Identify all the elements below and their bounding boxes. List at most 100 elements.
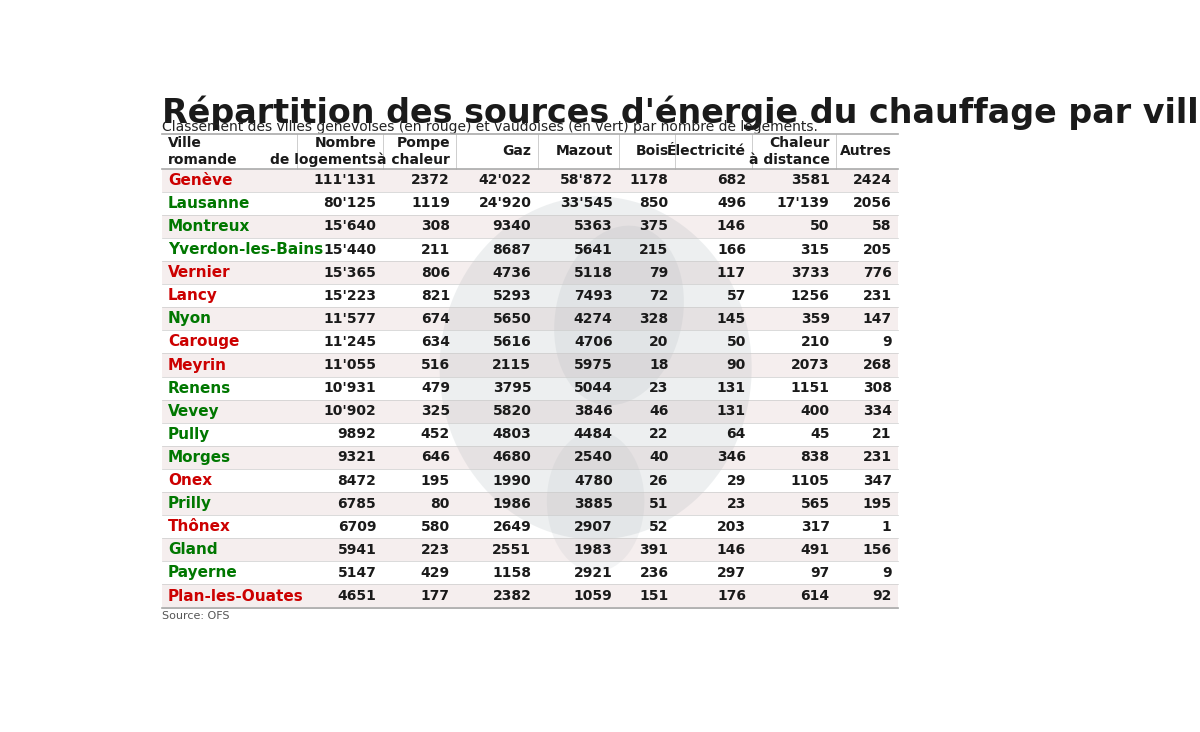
Text: 4651: 4651 xyxy=(337,589,377,603)
Text: 177: 177 xyxy=(421,589,450,603)
Text: 20: 20 xyxy=(649,335,668,349)
Text: 2540: 2540 xyxy=(574,450,613,464)
Text: 23: 23 xyxy=(649,381,668,395)
Text: 57: 57 xyxy=(727,288,746,303)
Text: Plan-les-Ouates: Plan-les-Ouates xyxy=(168,589,304,604)
Text: 2056: 2056 xyxy=(853,196,892,210)
Text: 215: 215 xyxy=(640,242,668,256)
Text: Carouge: Carouge xyxy=(168,335,239,349)
Text: 145: 145 xyxy=(716,312,746,326)
Text: 6709: 6709 xyxy=(338,520,377,534)
Text: Nombre
de logements: Nombre de logements xyxy=(270,135,377,167)
Text: 147: 147 xyxy=(863,312,892,326)
Text: Pompe
à chaleur: Pompe à chaleur xyxy=(377,135,450,167)
Text: Pully: Pully xyxy=(168,427,210,442)
Text: 2551: 2551 xyxy=(492,543,532,557)
Text: 11'245: 11'245 xyxy=(323,335,377,349)
Text: 52: 52 xyxy=(649,520,668,534)
Text: 8472: 8472 xyxy=(337,474,377,488)
Text: Ville
romande: Ville romande xyxy=(168,135,238,167)
Text: 40: 40 xyxy=(649,450,668,464)
Text: 375: 375 xyxy=(640,220,668,234)
Text: 5616: 5616 xyxy=(492,335,532,349)
Text: 231: 231 xyxy=(863,450,892,464)
Text: 5975: 5975 xyxy=(574,358,613,372)
Text: 346: 346 xyxy=(716,450,746,464)
Text: 11'055: 11'055 xyxy=(323,358,377,372)
Text: Meyrin: Meyrin xyxy=(168,357,227,373)
Text: 3795: 3795 xyxy=(493,381,532,395)
Text: Lausanne: Lausanne xyxy=(168,196,250,211)
Text: Morges: Morges xyxy=(168,450,230,465)
Bar xyxy=(162,307,898,330)
Text: 50: 50 xyxy=(810,220,829,234)
Text: 308: 308 xyxy=(421,220,450,234)
Text: Répartition des sources d'énergie du chauffage par ville en 2021: Répartition des sources d'énergie du cha… xyxy=(162,96,1200,130)
Text: 15'365: 15'365 xyxy=(324,266,377,280)
Bar xyxy=(162,492,898,515)
Bar xyxy=(162,376,898,400)
Text: 838: 838 xyxy=(800,450,829,464)
Text: 3733: 3733 xyxy=(791,266,829,280)
Text: 315: 315 xyxy=(800,242,829,256)
Text: 58: 58 xyxy=(872,220,892,234)
Text: 1178: 1178 xyxy=(630,173,668,187)
Bar xyxy=(162,469,898,492)
Text: 80'125: 80'125 xyxy=(323,196,377,210)
Text: 11'577: 11'577 xyxy=(324,312,377,326)
Text: 2921: 2921 xyxy=(574,566,613,580)
Text: 1105: 1105 xyxy=(791,474,829,488)
Text: 45: 45 xyxy=(810,427,829,441)
Text: 58'872: 58'872 xyxy=(559,173,613,187)
Text: 347: 347 xyxy=(863,474,892,488)
Text: 1: 1 xyxy=(882,520,892,534)
Text: Mazout: Mazout xyxy=(556,144,613,158)
Text: Chaleur
à distance: Chaleur à distance xyxy=(749,135,829,167)
Text: 3846: 3846 xyxy=(574,404,613,418)
Text: 9892: 9892 xyxy=(337,427,377,441)
Bar xyxy=(162,584,898,608)
Text: 429: 429 xyxy=(421,566,450,580)
Text: 646: 646 xyxy=(421,450,450,464)
Text: 328: 328 xyxy=(640,312,668,326)
Text: 1986: 1986 xyxy=(492,496,532,511)
Text: 1059: 1059 xyxy=(574,589,613,603)
Text: 4680: 4680 xyxy=(492,450,532,464)
Text: 452: 452 xyxy=(421,427,450,441)
Text: 2907: 2907 xyxy=(574,520,613,534)
Text: Onex: Onex xyxy=(168,473,212,488)
Text: 1158: 1158 xyxy=(492,566,532,580)
Text: 850: 850 xyxy=(640,196,668,210)
Text: 5044: 5044 xyxy=(574,381,613,395)
Text: Yverdon-les-Bains: Yverdon-les-Bains xyxy=(168,242,323,257)
Text: 5118: 5118 xyxy=(574,266,613,280)
Text: 46: 46 xyxy=(649,404,668,418)
Text: 146: 146 xyxy=(716,543,746,557)
Text: 5147: 5147 xyxy=(337,566,377,580)
Text: 479: 479 xyxy=(421,381,450,395)
Text: 64: 64 xyxy=(727,427,746,441)
Text: 5820: 5820 xyxy=(492,404,532,418)
Bar xyxy=(162,284,898,307)
Text: 176: 176 xyxy=(716,589,746,603)
Text: 80: 80 xyxy=(431,496,450,511)
Text: 205: 205 xyxy=(863,242,892,256)
Text: 156: 156 xyxy=(863,543,892,557)
Text: Thônex: Thônex xyxy=(168,519,230,534)
Text: Montreux: Montreux xyxy=(168,219,250,234)
Bar xyxy=(162,215,898,238)
Text: 821: 821 xyxy=(421,288,450,303)
Text: 231: 231 xyxy=(863,288,892,303)
Text: 131: 131 xyxy=(716,404,746,418)
Bar xyxy=(162,168,898,192)
Text: 211: 211 xyxy=(421,242,450,256)
Text: 166: 166 xyxy=(716,242,746,256)
Text: Lancy: Lancy xyxy=(168,288,217,303)
Text: 151: 151 xyxy=(640,589,668,603)
Text: 17'139: 17'139 xyxy=(776,196,829,210)
Text: 806: 806 xyxy=(421,266,450,280)
Bar xyxy=(162,561,898,584)
Text: 131: 131 xyxy=(716,381,746,395)
Text: 334: 334 xyxy=(863,404,892,418)
Text: 565: 565 xyxy=(800,496,829,511)
